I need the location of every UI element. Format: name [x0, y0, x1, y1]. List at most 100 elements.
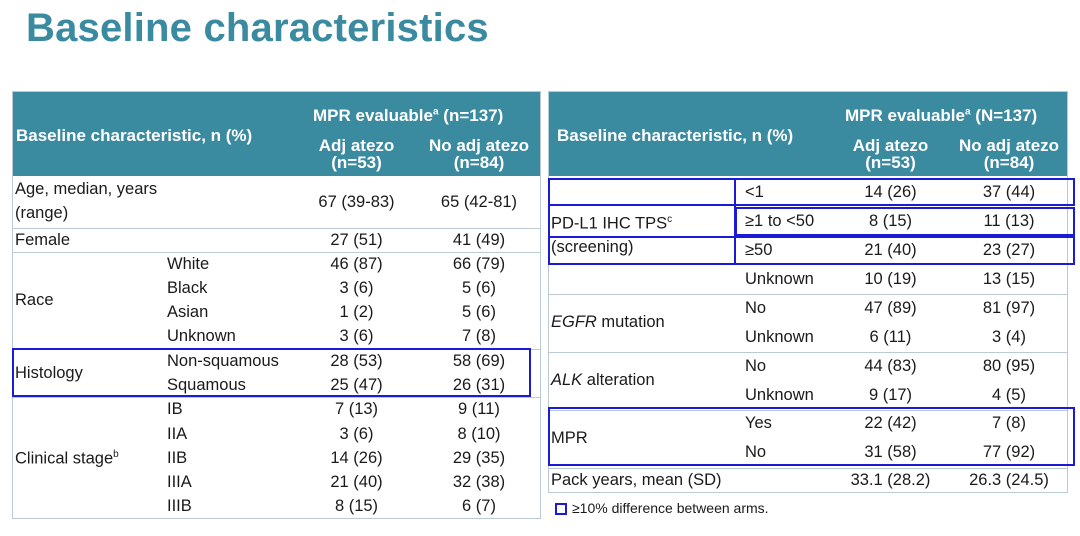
cell-value: 10 (19): [864, 270, 917, 288]
cell-value: 3 (6): [339, 279, 374, 297]
cell-value: 14 (26): [864, 183, 917, 201]
cell-value: 25 (47): [330, 376, 383, 394]
cell-value: 28 (53): [330, 352, 383, 370]
cell-value: 9 (17): [868, 386, 913, 404]
row-label-pdl1-screening: (screening): [551, 238, 634, 256]
legend-swatch: [555, 503, 567, 515]
row-divider: [13, 228, 540, 229]
cell-value: 41 (49): [452, 231, 506, 249]
column-header-group: MPR evaluablea (n=137): [313, 106, 504, 125]
table-header: Baseline characteristic, n (%) MPR evalu…: [13, 92, 540, 176]
cell-value: 21 (40): [330, 473, 383, 491]
highlight-box-histology: [12, 348, 531, 397]
highlight-box-pdl1-ge50: [548, 236, 1075, 265]
row-divider: [13, 397, 540, 398]
sub-label: IIIB: [167, 497, 192, 515]
sub-label: Asian: [167, 303, 209, 321]
cell-value: 3 (6): [339, 327, 374, 345]
row-divider: [549, 468, 1067, 469]
cell-value: 11 (13): [983, 212, 1035, 230]
cell-value: 8 (15): [334, 497, 379, 515]
cell-value: 46 (87): [330, 255, 383, 273]
cell-value: 32 (38): [452, 473, 506, 491]
cell-value: 3 (6): [339, 425, 374, 443]
cell-value: 58 (69): [452, 352, 506, 370]
sub-label: IB: [167, 400, 183, 418]
cell-value: 26.3 (24.5): [969, 471, 1049, 489]
column-header-no-adj-atezo: No adj atezo (n=84): [958, 136, 1060, 172]
legend-text: ≥10% difference between arms.: [572, 500, 769, 516]
cell-value: 6 (7): [462, 497, 496, 515]
cell-value: 1 (2): [339, 303, 374, 321]
cell-value: 81 (97): [982, 299, 1036, 317]
row-divider: [549, 294, 1067, 295]
sub-label: White: [167, 255, 210, 273]
row-label-egfr: EGFR mutation: [551, 313, 665, 331]
cell-value: 33.1 (28.2): [850, 471, 931, 489]
column-header-characteristic: Baseline characteristic, n (%): [557, 126, 794, 145]
cell-value: 26 (31): [452, 376, 506, 394]
cell-value: 44 (83): [864, 357, 917, 375]
row-label-histology: Histology: [15, 364, 83, 382]
cell-value: 27 (51): [330, 231, 383, 249]
sub-label: IIIA: [167, 473, 192, 491]
cell-value: 5 (6): [462, 279, 496, 297]
cell-value: 4 (5): [992, 386, 1026, 404]
sub-label: Yes: [745, 414, 772, 432]
cell-value: 7 (13): [334, 400, 379, 418]
row-label-alk: ALK alteration: [551, 371, 655, 389]
sub-label: IIA: [167, 425, 188, 443]
cell-value: 7 (8): [992, 414, 1026, 432]
column-header-characteristic: Baseline characteristic, n (%): [16, 126, 253, 145]
sub-label: Black: [167, 279, 208, 297]
column-header-group: MPR evaluablea (N=137): [845, 106, 1038, 125]
sub-label: No: [745, 357, 767, 375]
cell-value: 37 (44): [982, 183, 1036, 201]
baseline-table-right: Baseline characteristic, n (%) MPR evalu…: [548, 91, 1068, 493]
column-header-adj-atezo: Adj atezo (n=53): [852, 136, 929, 172]
page-title: Baseline characteristics: [26, 6, 489, 50]
row-label-pdl1: PD-L1 IHC TPSc: [551, 214, 673, 233]
sub-label: No: [745, 443, 767, 461]
table-header: Baseline characteristic, n (%) MPR evalu…: [549, 92, 1067, 176]
cell-value: 21 (40): [864, 241, 917, 259]
cell-value: 31 (58): [864, 443, 917, 461]
cell-value: 22 (42): [864, 414, 917, 432]
cell-value: 5 (6): [462, 303, 496, 321]
cell-value: 13 (15): [982, 270, 1036, 288]
column-header-adj-atezo: Adj atezo (n=53): [318, 136, 395, 172]
highlight-box-mpr: [548, 407, 1075, 466]
sub-label: <1: [745, 183, 764, 201]
row-label-female: Female: [15, 231, 71, 249]
sub-label: IIB: [167, 449, 188, 467]
cell-value: 65 (42-81): [440, 193, 518, 211]
cell-value: 67 (39-83): [318, 193, 395, 211]
sub-label: Unknown: [167, 327, 236, 345]
cell-value: 8 (15): [868, 212, 913, 230]
row-label-clinical-stage: Clinical stageb: [15, 449, 119, 468]
cell-value: 66 (79): [452, 255, 506, 273]
sub-label: ≥1 to <50: [745, 212, 815, 230]
baseline-table-left: Baseline characteristic, n (%) MPR evalu…: [12, 91, 541, 519]
cell-value: 9 (11): [458, 400, 500, 418]
row-label-pack-years: Pack years, mean (SD): [551, 471, 722, 489]
row-divider: [549, 410, 1067, 411]
cell-value: 8 (10): [457, 425, 501, 443]
row-divider: [13, 252, 540, 253]
cell-value: 3 (4): [992, 328, 1026, 346]
cell-value: 6 (11): [869, 328, 912, 346]
sub-label: Unknown: [745, 270, 814, 288]
highlight-box-pdl1-1to50: [735, 207, 1075, 236]
cell-value: 23 (27): [982, 241, 1036, 259]
cell-value: 77 (92): [982, 443, 1036, 461]
sub-label: ≥50: [745, 241, 773, 259]
sub-label: No: [745, 299, 767, 317]
row-label-age: Age, median, years: [15, 180, 158, 198]
row-label-age-range: (range): [15, 204, 69, 222]
sub-label: Squamous: [167, 376, 246, 394]
row-divider: [549, 352, 1067, 353]
sub-label: Unknown: [745, 328, 814, 346]
row-label-race: Race: [15, 291, 54, 309]
cell-value: 80 (95): [982, 357, 1036, 375]
row-label-mpr: MPR: [551, 429, 588, 447]
